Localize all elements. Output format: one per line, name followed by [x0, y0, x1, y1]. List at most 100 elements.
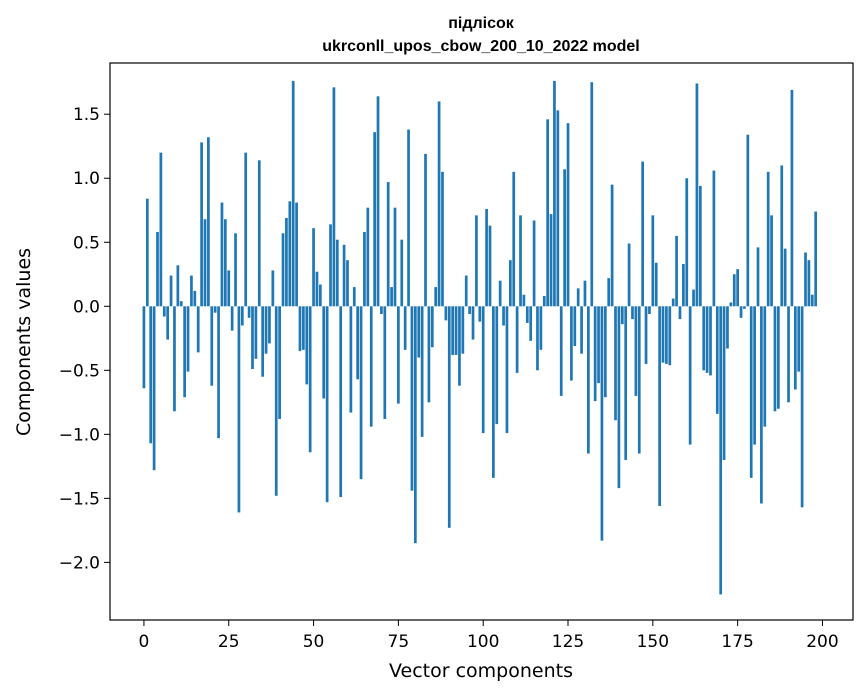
bar	[145, 198, 149, 307]
bar	[441, 171, 444, 307]
bar-series	[142, 80, 818, 595]
bar	[719, 306, 723, 595]
bar	[512, 171, 516, 307]
bar	[240, 306, 244, 326]
bar	[332, 87, 336, 307]
bar	[804, 252, 807, 307]
bar	[186, 306, 190, 372]
y-tick-label: −1.5	[59, 489, 100, 509]
bar	[712, 170, 716, 307]
bar	[773, 306, 777, 412]
bar	[634, 306, 638, 396]
bar	[698, 185, 702, 307]
y-tick-label: −0.5	[59, 361, 100, 381]
bar	[176, 265, 180, 307]
bar	[492, 306, 495, 478]
bar	[614, 306, 617, 421]
y-tick-label: 0.0	[73, 297, 100, 317]
bar	[203, 219, 207, 307]
bar	[671, 298, 675, 307]
bar	[390, 287, 393, 307]
bar	[702, 306, 706, 371]
bar	[481, 306, 485, 434]
bar	[563, 169, 566, 307]
bar	[430, 306, 434, 348]
y-tick-label: 0.5	[73, 233, 100, 253]
x-axis: 0 25 50 75 100 125 150 175 200	[139, 620, 839, 652]
bar	[624, 306, 628, 460]
bar	[732, 274, 736, 307]
bar	[810, 294, 814, 307]
bar	[787, 306, 790, 403]
bar	[271, 270, 275, 307]
bar	[251, 306, 254, 370]
y-axis-label: Components values	[13, 248, 35, 436]
bar	[322, 306, 326, 399]
bar	[556, 110, 560, 307]
bar	[539, 306, 543, 350]
bar	[373, 132, 376, 307]
bar	[424, 153, 427, 307]
bar	[217, 306, 220, 439]
bar	[207, 137, 210, 307]
bar	[196, 306, 200, 353]
bar	[223, 219, 227, 307]
bar	[692, 289, 695, 307]
bar	[739, 306, 743, 318]
bar	[790, 89, 794, 307]
bar	[485, 208, 488, 307]
bar	[142, 306, 146, 389]
bar	[386, 182, 390, 307]
bar	[288, 201, 292, 307]
bar	[308, 306, 312, 453]
bar	[722, 306, 726, 460]
bar	[318, 284, 322, 307]
y-tick-label: 1.0	[73, 169, 100, 189]
x-tick-label: 200	[806, 632, 838, 652]
bar	[458, 306, 461, 386]
bar	[257, 160, 261, 307]
bar	[793, 306, 797, 390]
bar	[658, 306, 661, 507]
bar	[427, 306, 431, 403]
bar	[603, 306, 607, 398]
bar	[295, 202, 298, 307]
bar	[519, 215, 522, 307]
bar	[627, 243, 631, 307]
bar	[315, 271, 319, 307]
x-tick-label: 25	[218, 632, 240, 652]
bar	[335, 239, 339, 307]
bar	[637, 306, 641, 454]
bar	[244, 152, 248, 307]
bar	[227, 270, 231, 307]
bar	[190, 275, 193, 307]
bar	[193, 290, 197, 307]
bar	[502, 306, 505, 326]
bar	[393, 207, 397, 307]
bar	[234, 233, 237, 307]
bar	[536, 306, 539, 371]
bar	[678, 306, 682, 320]
bar	[709, 306, 712, 376]
bar	[682, 264, 685, 307]
y-tick-label: −2.0	[59, 553, 100, 573]
bar	[478, 306, 482, 322]
bar	[464, 275, 468, 307]
bar	[149, 306, 153, 444]
bar	[268, 306, 271, 344]
bar	[159, 152, 163, 307]
bar	[403, 306, 407, 350]
bar	[342, 244, 346, 307]
bar	[400, 239, 404, 307]
bar	[726, 306, 729, 349]
bar	[210, 306, 214, 386]
bar	[515, 306, 519, 373]
bar	[468, 306, 471, 314]
bar	[291, 80, 295, 307]
bar	[471, 306, 475, 340]
bar	[760, 306, 763, 504]
bar	[617, 306, 621, 489]
bar	[705, 306, 709, 373]
bar	[247, 306, 251, 318]
bar	[420, 306, 424, 437]
